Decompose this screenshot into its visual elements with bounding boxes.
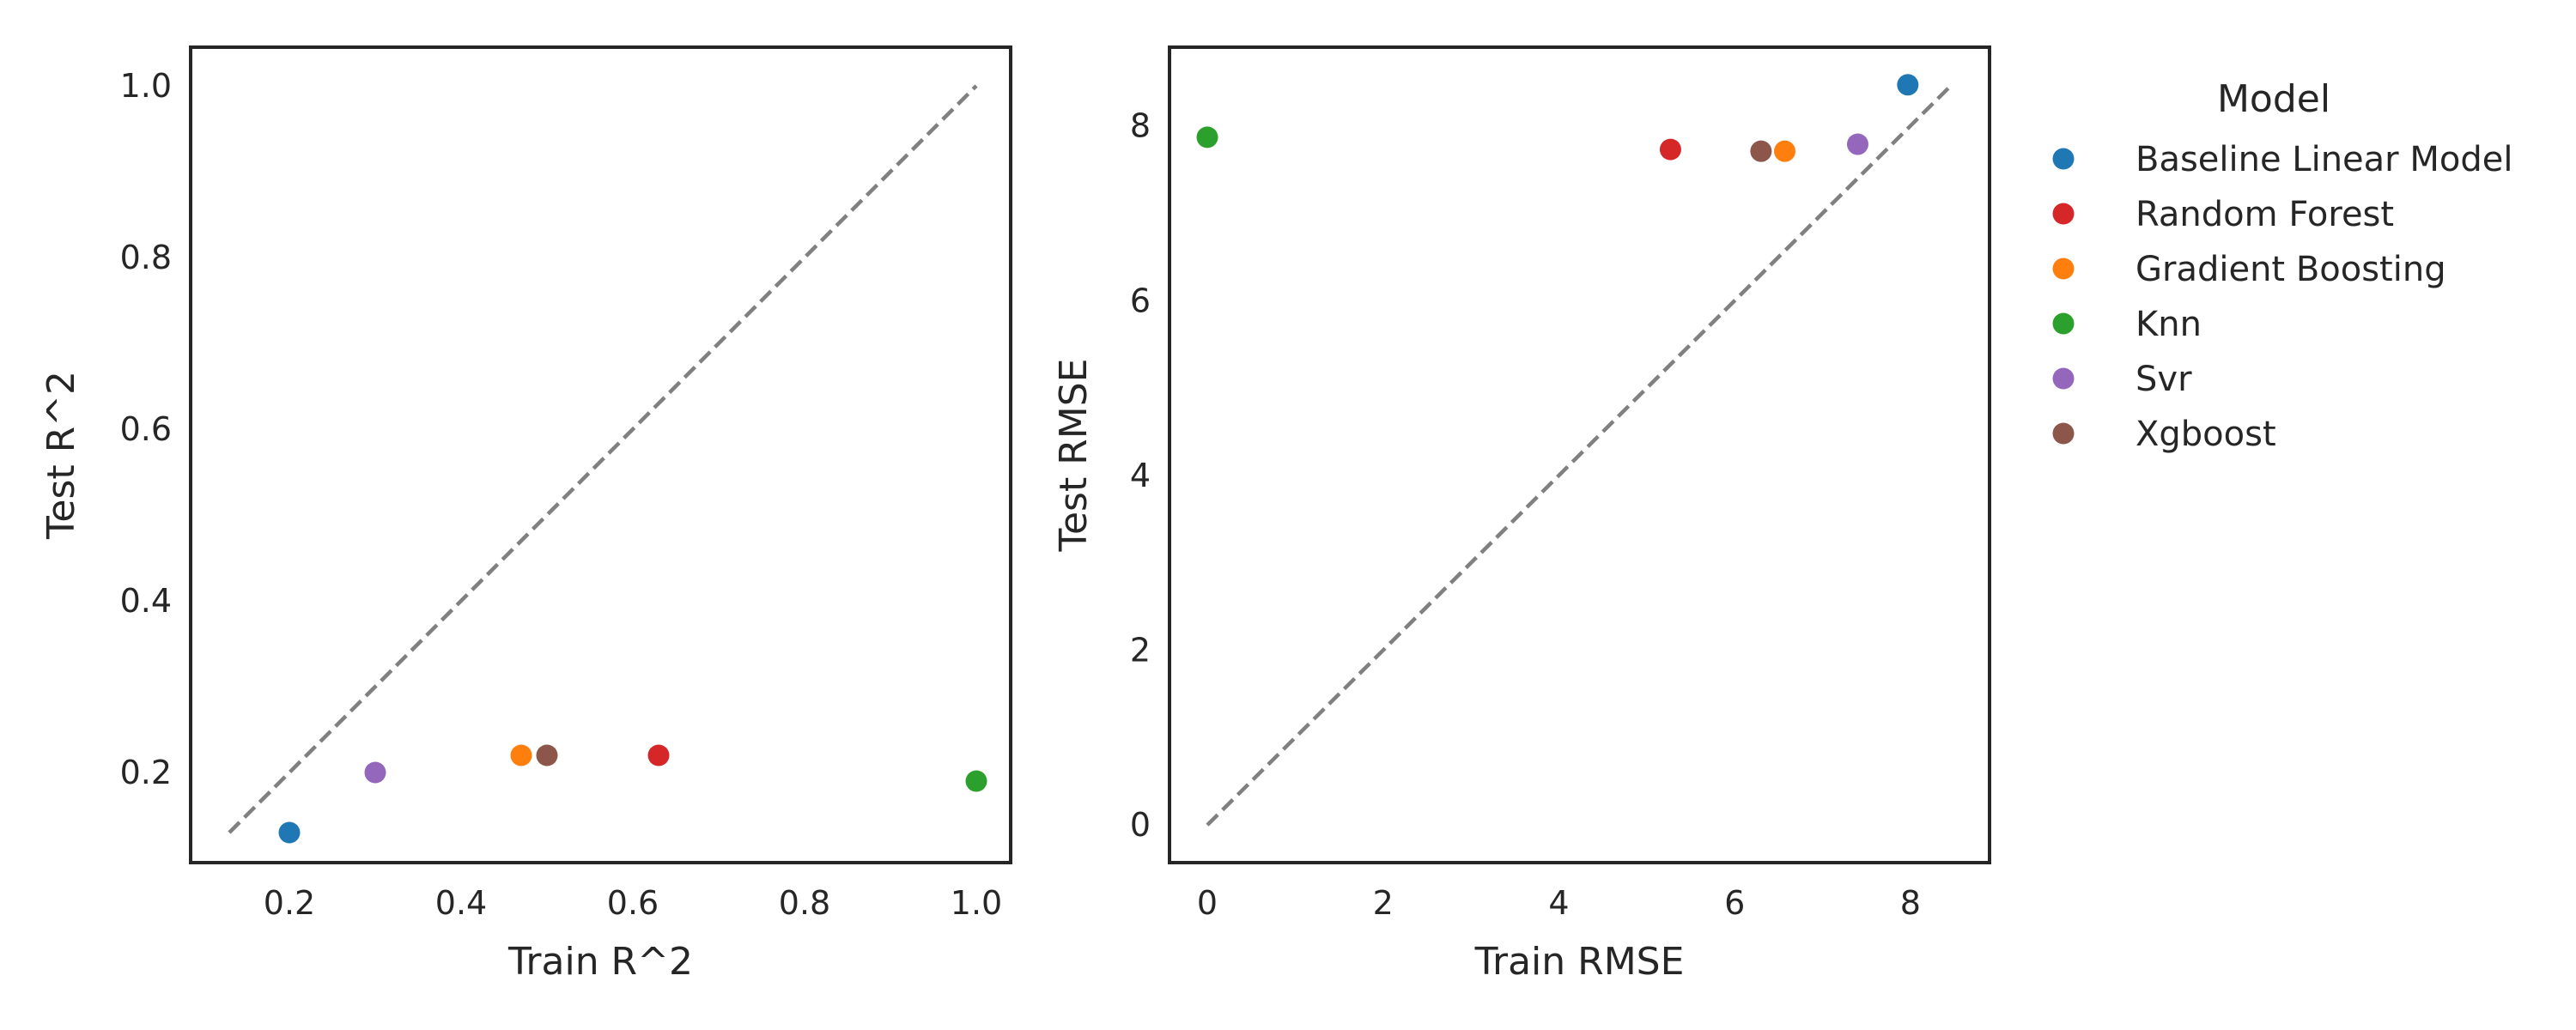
r2-point-svr bbox=[364, 761, 386, 784]
legend-marker-random-forest bbox=[2052, 203, 2075, 225]
legend-marker-svr bbox=[2052, 367, 2075, 390]
legend-marker-xgboost bbox=[2052, 422, 2075, 445]
rmse-y-tick-label: 6 bbox=[1130, 282, 1151, 319]
r2-y-axis-label: Test R^2 bbox=[39, 371, 83, 540]
rmse-x-tick-label: 2 bbox=[1373, 884, 1394, 922]
rmse-x-tick-label: 6 bbox=[1724, 884, 1745, 922]
legend-title: Model bbox=[2217, 77, 2330, 121]
r2-x-tick-label: 0.2 bbox=[264, 884, 315, 922]
legend-label-gradient-boosting: Gradient Boosting bbox=[2136, 250, 2446, 289]
r2-x-tick-label: 0.6 bbox=[607, 884, 659, 922]
rmse-y-tick-label: 4 bbox=[1130, 457, 1151, 494]
legend-label-random-forest: Random Forest bbox=[2136, 195, 2394, 234]
legend-label-knn: Knn bbox=[2136, 305, 2202, 344]
rmse-x-tick-label: 8 bbox=[1900, 884, 1921, 922]
r2-x-tick-label: 0.4 bbox=[435, 884, 487, 922]
r2-point-random-forest bbox=[647, 744, 670, 766]
rmse-y-tick-label: 2 bbox=[1130, 632, 1151, 670]
r2-y-tick-label: 1.0 bbox=[120, 67, 172, 105]
r2-x-ticks: 0.2 0.4 0.6 0.8 1.0 bbox=[264, 884, 1002, 922]
r2-plot-area bbox=[228, 84, 987, 844]
r2-point-knn bbox=[965, 770, 987, 792]
r2-point-xgboost bbox=[536, 744, 558, 766]
legend-label-xgboost: Xgboost bbox=[2136, 415, 2276, 454]
legend-marker-baseline-linear-model bbox=[2052, 148, 2075, 170]
rmse-y-ticks: 0 2 4 6 8 bbox=[1130, 107, 1151, 845]
r2-x-axis-label: Train R^2 bbox=[507, 940, 693, 984]
rmse-reference-line bbox=[1206, 85, 1952, 827]
rmse-x-tick-label: 4 bbox=[1548, 884, 1569, 922]
legend-entries: Baseline Linear Model Random Forest Gradie… bbox=[2052, 140, 2512, 454]
legend: Model Baseline Linear Model Random Forest… bbox=[2052, 77, 2512, 454]
legend-label-baseline-linear-model: Baseline Linear Model bbox=[2136, 140, 2512, 179]
rmse-point-xgboost bbox=[1750, 140, 1772, 162]
r2-y-tick-label: 0.2 bbox=[120, 754, 172, 791]
r2-y-tick-label: 0.6 bbox=[120, 410, 172, 448]
r2-y-ticks: 0.2 0.4 0.6 0.8 1.0 bbox=[120, 67, 172, 791]
r2-y-tick-label: 0.8 bbox=[120, 239, 172, 276]
r2-x-tick-label: 1.0 bbox=[951, 884, 1002, 922]
r2-point-baseline-linear-model bbox=[278, 821, 301, 844]
rmse-scatter-panel: 0 2 4 6 8 0 2 4 6 8 Train RMSE Test RMSE bbox=[1052, 45, 1991, 984]
legend-label-svr: Svr bbox=[2136, 360, 2192, 399]
legend-marker-gradient-boosting bbox=[2052, 258, 2075, 280]
rmse-point-baseline-linear-model bbox=[1897, 74, 1919, 96]
r2-y-tick-label: 0.4 bbox=[120, 582, 172, 620]
r2-axes-frame bbox=[189, 45, 1012, 864]
rmse-point-gradient-boosting bbox=[1774, 140, 1796, 162]
legend-marker-knn bbox=[2052, 312, 2075, 335]
rmse-point-knn bbox=[1196, 126, 1218, 148]
r2-x-tick-label: 0.8 bbox=[779, 884, 830, 922]
rmse-y-tick-label: 0 bbox=[1130, 806, 1151, 844]
rmse-point-svr bbox=[1846, 133, 1868, 155]
r2-point-gradient-boosting bbox=[510, 744, 532, 766]
rmse-x-ticks: 0 2 4 6 8 bbox=[1197, 884, 1921, 922]
rmse-axes-frame bbox=[1168, 45, 1991, 864]
rmse-plot-area bbox=[1196, 74, 1952, 827]
r2-scatter-panel: 0.2 0.4 0.6 0.8 1.0 0.2 0.4 0.6 0.8 1.0 Train R^… bbox=[39, 45, 1012, 984]
rmse-y-axis-label: Test RMSE bbox=[1052, 359, 1096, 553]
r2-reference-line bbox=[228, 84, 978, 834]
rmse-y-tick-label: 8 bbox=[1130, 107, 1151, 145]
rmse-x-tick-label: 0 bbox=[1197, 884, 1218, 922]
rmse-point-random-forest bbox=[1659, 138, 1681, 161]
rmse-x-axis-label: Train RMSE bbox=[1474, 940, 1685, 984]
